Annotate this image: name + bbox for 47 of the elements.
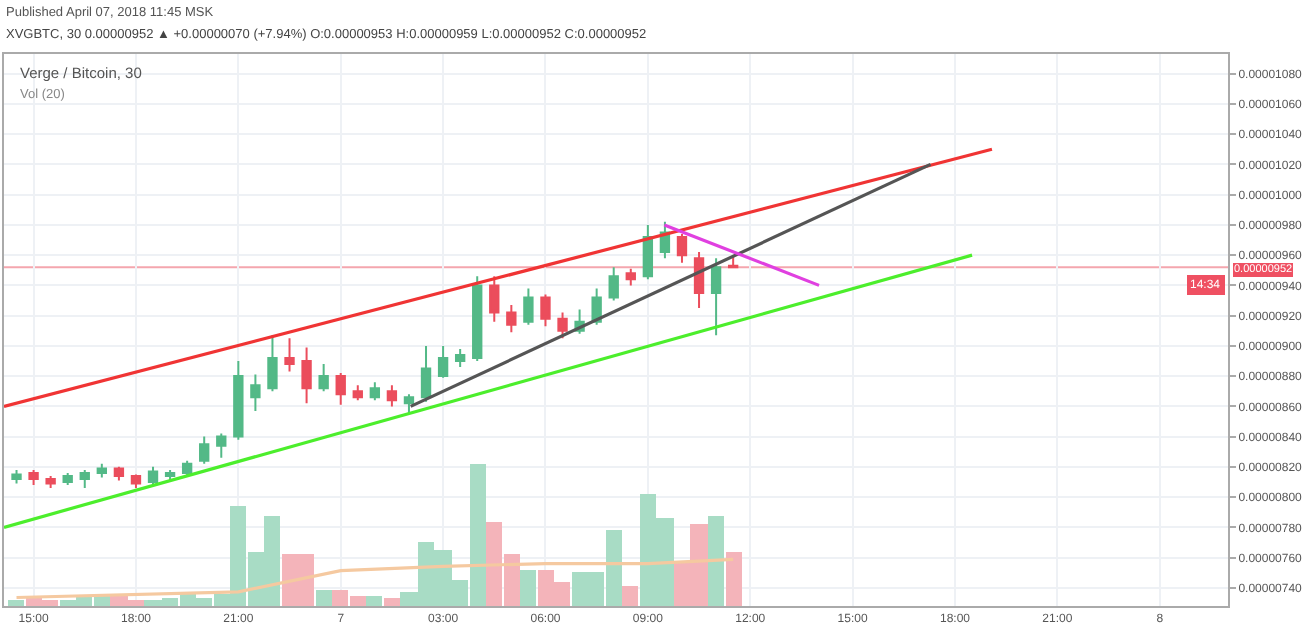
- candlestick: [62, 471, 73, 487]
- candlestick: [45, 474, 56, 490]
- bar: [520, 570, 536, 606]
- candlestick: [454, 347, 466, 369]
- candlestick: [284, 337, 295, 373]
- candlestick: [96, 462, 107, 479]
- candlestick: [11, 468, 22, 485]
- candlestick: [250, 373, 261, 412]
- candlestick: [710, 257, 722, 337]
- bar: [316, 590, 332, 606]
- candlestick: [676, 232, 688, 264]
- candlestick: [608, 266, 619, 302]
- candlestick: [233, 360, 244, 441]
- candlestick: [437, 344, 449, 379]
- candlestick: [369, 381, 381, 402]
- candlestick: [335, 372, 346, 406]
- candlestick: [540, 293, 551, 328]
- candlestick: [386, 384, 398, 408]
- candlestick: [79, 468, 90, 490]
- candlestick: [403, 393, 415, 415]
- candlestick: [216, 432, 227, 459]
- candlestick: [523, 287, 534, 326]
- candlestick: [267, 334, 278, 393]
- candlestick: [642, 223, 654, 281]
- candlestick: [301, 346, 312, 405]
- candlestick: [318, 363, 329, 393]
- candlestick: [506, 304, 517, 334]
- candlestick: [352, 384, 363, 402]
- bar: [384, 598, 400, 606]
- candlestick: [489, 275, 500, 323]
- candlestick: [557, 311, 568, 340]
- candlestick: [130, 473, 142, 490]
- candlestick: [181, 459, 193, 477]
- candlestick: [625, 267, 636, 287]
- candlestick: [164, 468, 176, 482]
- bar: [708, 516, 724, 606]
- bar: [726, 552, 742, 606]
- candlestick: [113, 465, 125, 482]
- candlestick: [147, 465, 159, 487]
- bar: [622, 586, 638, 606]
- candlestick: [199, 435, 210, 465]
- candlestick: [28, 468, 39, 487]
- candlestick: [472, 275, 483, 362]
- bar: [8, 600, 24, 606]
- bar: [366, 596, 382, 606]
- candlestick: [420, 344, 432, 403]
- candlestick: [693, 251, 705, 310]
